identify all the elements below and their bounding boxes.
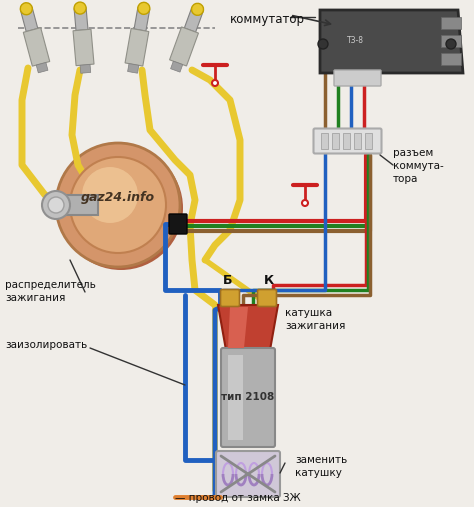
Bar xyxy=(80,64,91,74)
Circle shape xyxy=(74,2,86,14)
Text: К: К xyxy=(264,274,274,287)
Circle shape xyxy=(212,80,218,86)
Circle shape xyxy=(42,191,70,219)
FancyBboxPatch shape xyxy=(220,289,239,307)
Bar xyxy=(332,133,339,149)
Circle shape xyxy=(446,39,456,49)
Circle shape xyxy=(191,4,203,15)
Text: разъем
коммута-
тора: разъем коммута- тора xyxy=(393,148,444,185)
Circle shape xyxy=(70,157,166,253)
Text: катушка
зажигания: катушка зажигания xyxy=(285,308,346,331)
Bar xyxy=(170,27,199,66)
Circle shape xyxy=(20,3,32,15)
FancyBboxPatch shape xyxy=(216,451,280,497)
Circle shape xyxy=(318,39,328,49)
FancyBboxPatch shape xyxy=(313,128,382,154)
Bar xyxy=(171,61,183,72)
Polygon shape xyxy=(320,10,463,73)
Circle shape xyxy=(48,197,64,213)
Polygon shape xyxy=(56,195,98,215)
Bar xyxy=(128,63,139,73)
Bar xyxy=(73,29,94,65)
Bar xyxy=(74,8,88,30)
Text: заизолировать: заизолировать xyxy=(5,340,87,350)
Text: Б: Б xyxy=(223,274,233,287)
Circle shape xyxy=(56,143,180,267)
Text: коммутатор: коммутатор xyxy=(230,13,305,26)
Text: тип 2108: тип 2108 xyxy=(221,392,274,403)
Text: заменить
катушку: заменить катушку xyxy=(295,455,347,478)
Bar xyxy=(321,133,328,149)
Text: — провод от замка ЗЖ: — провод от замка ЗЖ xyxy=(175,493,301,503)
Circle shape xyxy=(302,200,308,206)
Bar xyxy=(228,355,243,440)
Bar xyxy=(441,35,461,47)
Bar xyxy=(365,133,372,149)
Text: распределитель
зажигания: распределитель зажигания xyxy=(5,280,96,303)
Bar xyxy=(134,7,150,31)
Bar xyxy=(354,133,361,149)
Bar xyxy=(184,7,203,32)
Circle shape xyxy=(59,146,183,270)
Text: ТЗ-8: ТЗ-8 xyxy=(346,35,364,45)
FancyBboxPatch shape xyxy=(334,70,381,86)
Circle shape xyxy=(82,167,138,223)
Bar xyxy=(441,17,461,29)
FancyBboxPatch shape xyxy=(221,348,275,447)
Text: gaz24.info: gaz24.info xyxy=(81,191,155,203)
Bar xyxy=(23,28,50,66)
Polygon shape xyxy=(228,307,248,348)
Bar xyxy=(20,7,38,31)
FancyBboxPatch shape xyxy=(257,289,276,307)
Polygon shape xyxy=(218,305,278,350)
Circle shape xyxy=(138,3,150,14)
FancyBboxPatch shape xyxy=(169,214,187,234)
Bar xyxy=(36,62,48,73)
Bar xyxy=(343,133,350,149)
Bar xyxy=(125,28,149,66)
Bar xyxy=(441,53,461,65)
